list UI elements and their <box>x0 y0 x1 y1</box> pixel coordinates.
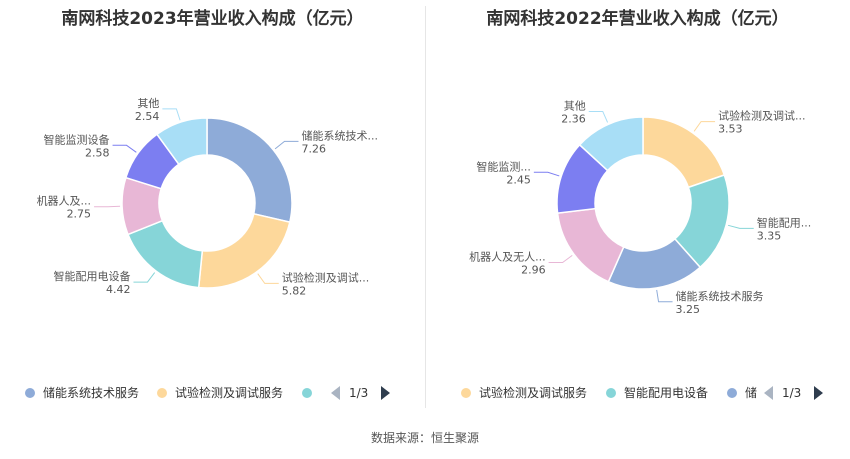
slice-label: 储能系统技术... <box>301 128 378 142</box>
legend-pager: 1/3 <box>764 383 826 403</box>
legend-label: 储能系统技术服务 <box>43 386 140 400</box>
slice-label: 智能配用电设备 <box>53 269 130 283</box>
pie-slice[interactable] <box>642 116 726 189</box>
slice-value: 2.45 <box>506 173 531 186</box>
slice-label: 试验检测及调试... <box>718 109 806 123</box>
slice-label: 储能系统技术服务 <box>676 289 764 303</box>
leader-line <box>533 171 560 177</box>
slice-label: 机器人及无人... <box>469 249 546 263</box>
legend: 试验检测及调试服务 智能配用电设备 储 1/3 <box>425 383 850 403</box>
prev-page-icon[interactable] <box>764 386 773 400</box>
page-indicator: 1/3 <box>782 386 802 400</box>
leader-line <box>588 110 609 123</box>
pie-slice[interactable] <box>197 212 291 289</box>
slice-value: 3.35 <box>757 229 782 242</box>
legend-pager: 1/3 <box>331 383 393 403</box>
leader-line <box>133 272 156 283</box>
legend-label: 智能配用电设备 <box>624 386 709 400</box>
slice-value: 2.75 <box>67 208 92 221</box>
leader-line <box>112 144 137 153</box>
legend-label: 储 <box>745 386 758 400</box>
leader-line <box>656 289 673 303</box>
chart-panel-2022: 南网科技2022年营业收入构成（亿元） 试验检测及调试... 3.53 智能配用..… <box>425 0 850 415</box>
page-indicator: 1/3 <box>349 386 369 400</box>
leader-line <box>548 254 573 263</box>
legend-label: 试验检测及调试服务 <box>479 386 588 400</box>
slice-value: 3.25 <box>676 303 701 316</box>
legend-dot <box>302 388 312 398</box>
pie-slice[interactable] <box>155 117 208 166</box>
slice-label: 智能监测... <box>476 159 531 173</box>
legend-dot <box>461 388 471 398</box>
pie-slice[interactable] <box>206 117 293 224</box>
slice-label: 其他 <box>564 99 586 112</box>
legend-dot <box>157 388 167 398</box>
slice-value: 2.58 <box>85 146 110 159</box>
leader-line <box>162 108 181 121</box>
chart-title: 南网科技2022年营业收入构成（亿元） <box>486 9 789 29</box>
slice-value: 2.96 <box>521 263 546 276</box>
slice-label: 试验检测及调试... <box>282 270 370 284</box>
slice-value: 3.53 <box>718 123 743 136</box>
leader-line <box>257 273 279 284</box>
legend-label: 试验检测及调试服务 <box>175 386 284 400</box>
legend-dot <box>25 388 35 398</box>
slice-value: 7.26 <box>301 142 326 155</box>
pie-slice[interactable] <box>578 116 644 172</box>
leader-line <box>274 140 299 150</box>
panel-divider <box>425 6 426 408</box>
prev-page-icon[interactable] <box>331 386 340 400</box>
next-page-icon[interactable] <box>381 386 390 400</box>
slice-label: 智能监测设备 <box>44 132 110 146</box>
next-page-icon[interactable] <box>814 386 823 400</box>
slice-label: 机器人及... <box>37 194 92 208</box>
data-source-note: 数据来源：恒生聚源 <box>370 431 479 445</box>
pie-slice[interactable] <box>556 207 625 283</box>
leader-line <box>728 224 754 229</box>
chart-panel-2023: 南网科技2023年营业收入构成（亿元） 储能系统技术... 7.26 试验检测及调试… <box>0 0 425 415</box>
slice-value: 5.82 <box>282 284 307 297</box>
slice-value: 2.54 <box>135 110 160 123</box>
chart-title: 南网科技2023年营业收入构成（亿元） <box>61 9 364 29</box>
slice-value: 2.36 <box>561 112 586 125</box>
legend-dot <box>727 388 737 398</box>
slice-label: 其他 <box>137 97 159 110</box>
slice-value: 4.42 <box>106 283 131 296</box>
slice-label: 智能配用... <box>757 215 812 229</box>
legend: 储能系统技术服务 试验检测及调试服务 1/3 <box>0 383 425 403</box>
legend-dot <box>606 388 616 398</box>
leader-line <box>693 121 716 132</box>
